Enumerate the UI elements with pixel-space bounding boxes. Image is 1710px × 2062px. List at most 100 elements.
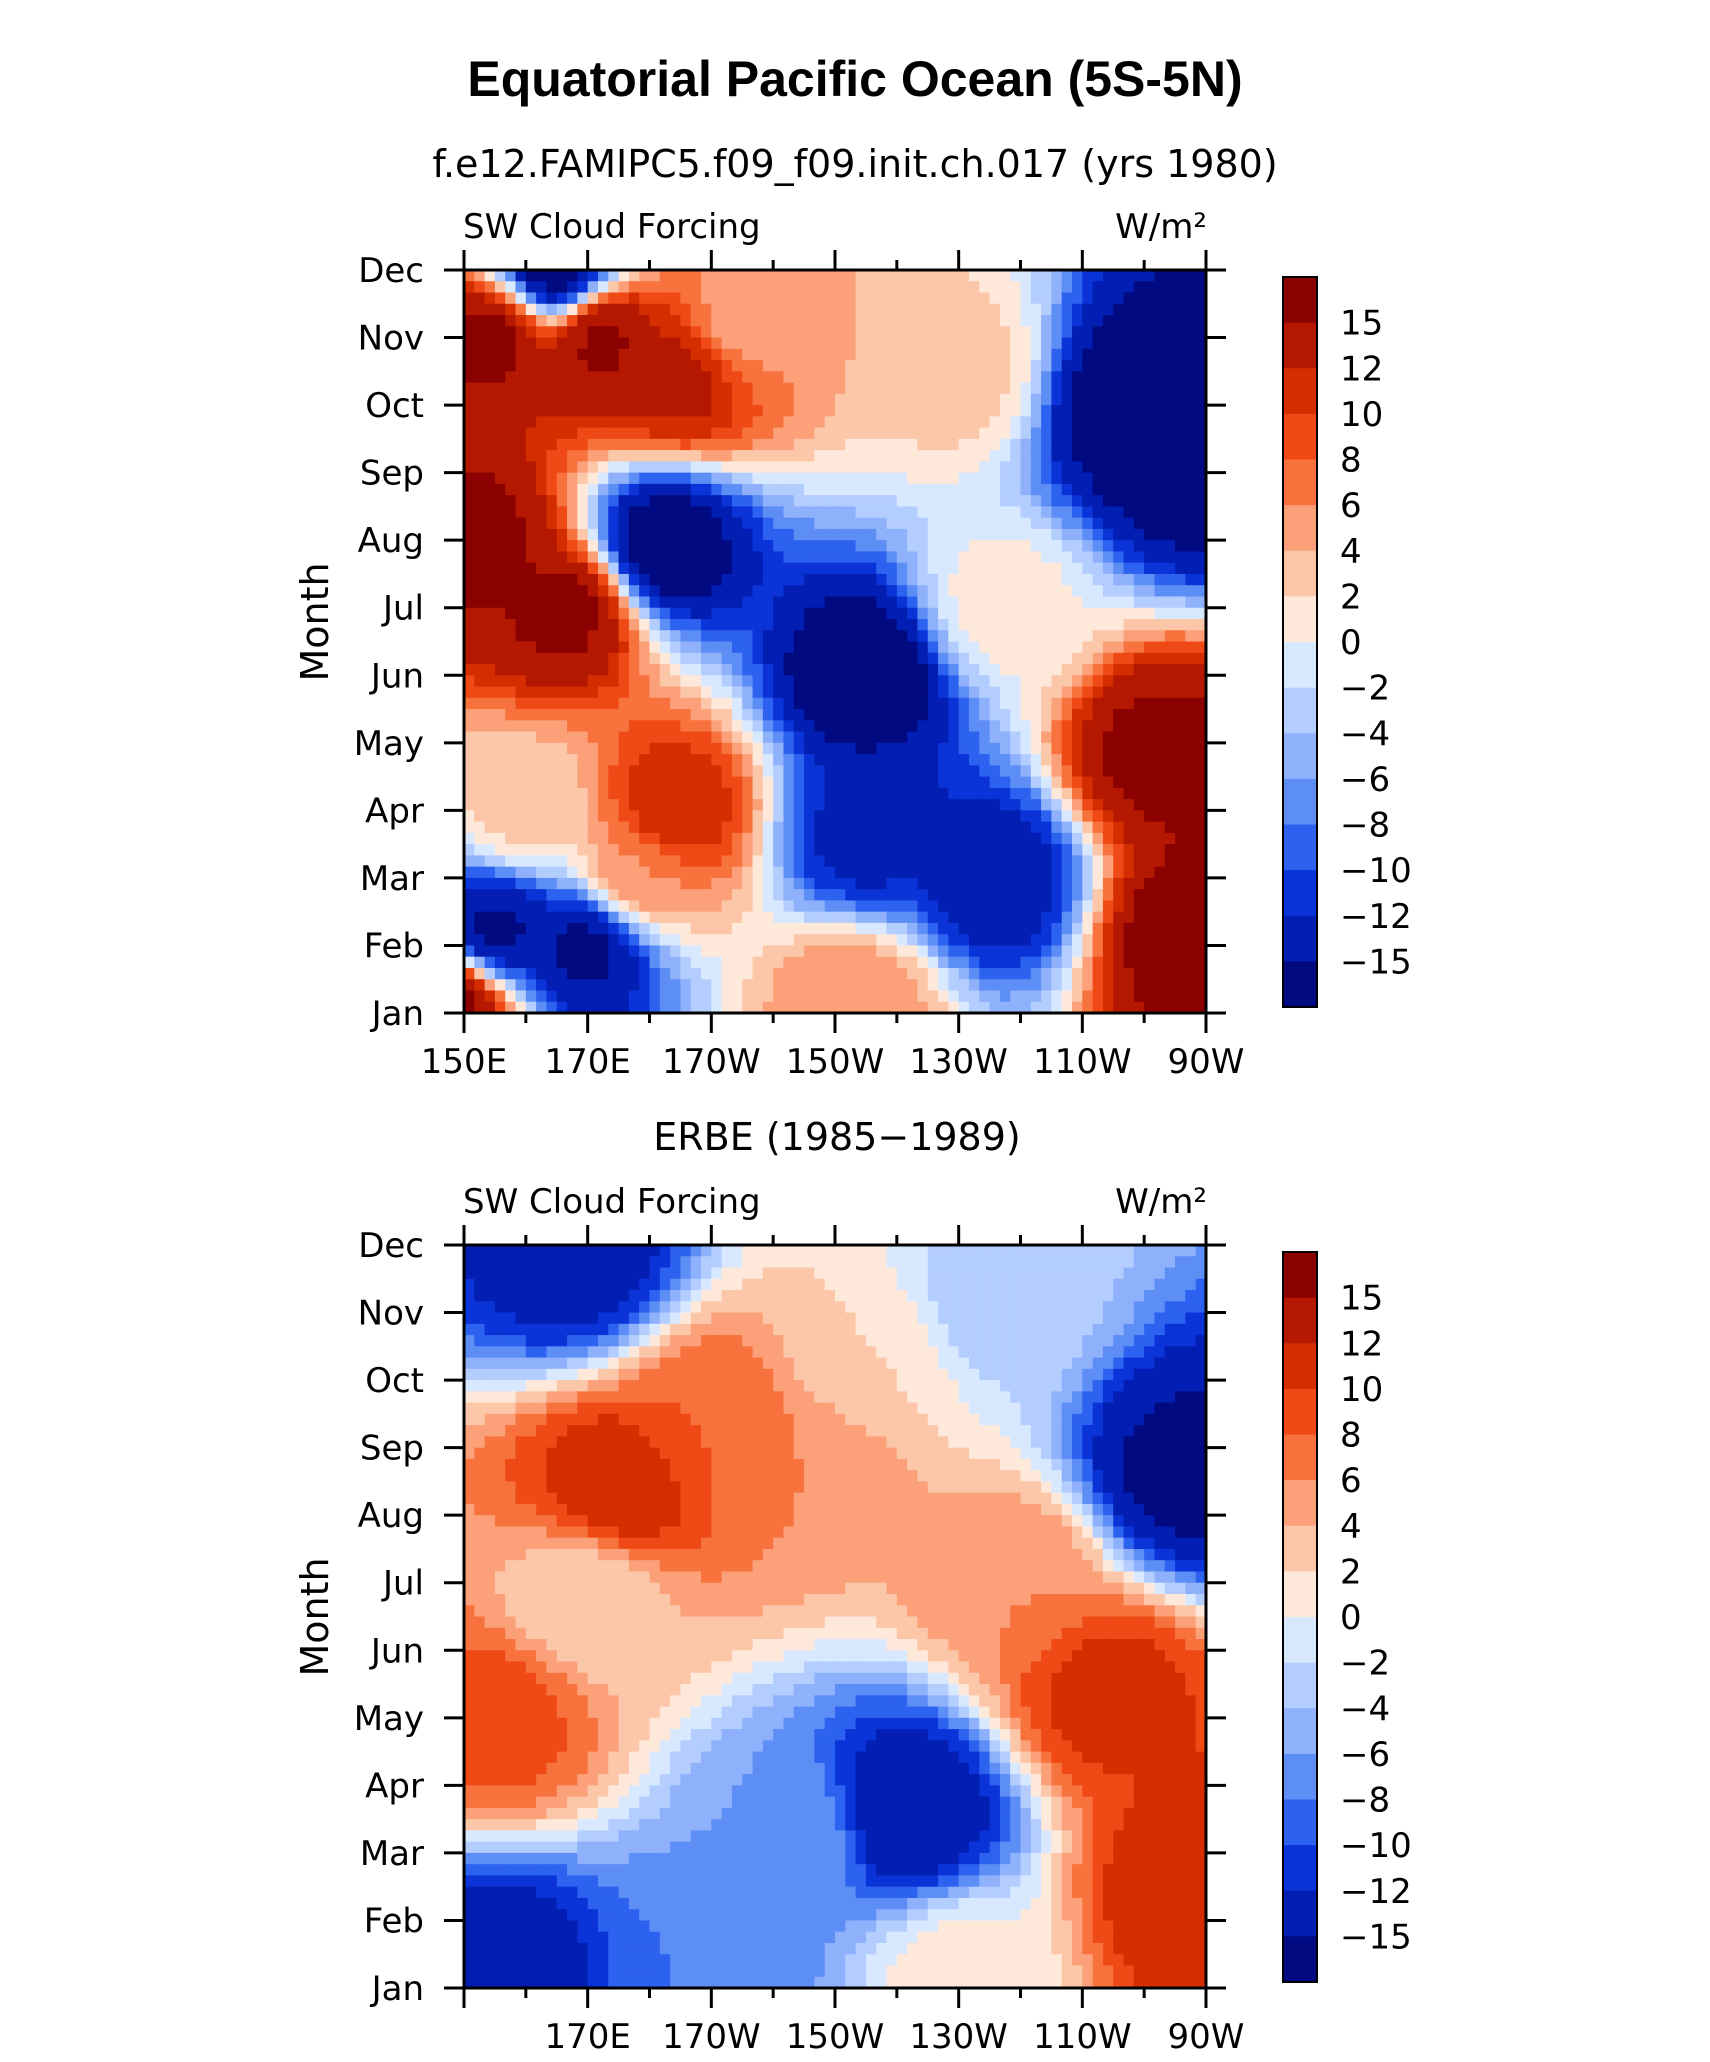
heatmap-cell bbox=[1144, 855, 1156, 868]
heatmap-cell bbox=[979, 754, 991, 766]
heatmap-cell bbox=[1175, 900, 1186, 913]
heatmap-cell bbox=[474, 1931, 486, 1944]
heatmap-cell bbox=[639, 506, 651, 519]
heatmap-cell bbox=[968, 348, 980, 361]
heatmap-cell bbox=[515, 821, 527, 834]
heatmap-cell bbox=[690, 765, 702, 778]
heatmap-cell bbox=[1144, 810, 1156, 823]
heatmap-cell bbox=[474, 1819, 486, 1831]
heatmap-cell bbox=[927, 1001, 939, 1014]
heatmap-cell bbox=[577, 360, 589, 372]
heatmap-cell bbox=[721, 585, 733, 598]
heatmap-cell bbox=[1092, 787, 1104, 800]
heatmap-cell bbox=[958, 664, 970, 676]
heatmap-cell bbox=[639, 956, 651, 969]
heatmap-cell bbox=[536, 540, 548, 553]
heatmap-cell bbox=[577, 776, 589, 789]
heatmap-cell bbox=[1020, 618, 1032, 631]
heatmap-cell bbox=[680, 382, 692, 395]
heatmap-cell bbox=[999, 799, 1011, 811]
heatmap-cell bbox=[876, 731, 888, 744]
heatmap-cell bbox=[464, 405, 475, 417]
heatmap-cell bbox=[1164, 438, 1176, 451]
heatmap-cell bbox=[1144, 427, 1156, 440]
heatmap-cell bbox=[525, 495, 537, 508]
heatmap-cell bbox=[546, 472, 558, 485]
heatmap-cell bbox=[1113, 787, 1125, 800]
heatmap-cell bbox=[814, 405, 826, 417]
heatmap-cell bbox=[1195, 742, 1207, 755]
heatmap-cell bbox=[484, 461, 496, 474]
heatmap-cell bbox=[999, 483, 1011, 496]
heatmap-cell bbox=[587, 483, 599, 496]
heatmap-cell bbox=[659, 292, 671, 305]
heatmap-cell bbox=[701, 855, 712, 868]
heatmap-cell bbox=[865, 270, 877, 282]
heatmap-cell bbox=[701, 371, 712, 384]
heatmap-cell bbox=[907, 517, 919, 530]
heatmap-cell bbox=[1175, 889, 1186, 902]
heatmap-cell bbox=[1061, 900, 1073, 913]
heatmap-cell bbox=[1041, 641, 1053, 654]
heatmap-cell bbox=[494, 945, 506, 958]
heatmap-cell bbox=[958, 990, 970, 1003]
heatmap-cell bbox=[979, 427, 991, 440]
heatmap-cell bbox=[1133, 405, 1145, 417]
heatmap-cell bbox=[670, 832, 682, 845]
heatmap-cell bbox=[536, 866, 548, 879]
heatmap-cell bbox=[464, 922, 475, 935]
heatmap-cell bbox=[464, 315, 475, 327]
heatmap-cell bbox=[907, 832, 919, 845]
heatmap-cell bbox=[968, 303, 980, 316]
heatmap-cell bbox=[1175, 832, 1186, 845]
heatmap-cell bbox=[597, 855, 609, 868]
heatmap-cell bbox=[814, 967, 826, 980]
heatmap-cell bbox=[927, 855, 939, 868]
heatmap-cell bbox=[1010, 562, 1022, 575]
heatmap-cell bbox=[762, 517, 774, 530]
heatmap-cell bbox=[958, 292, 970, 305]
heatmap-cell bbox=[958, 596, 970, 609]
heatmap-cell bbox=[1082, 709, 1094, 721]
heatmap-cell bbox=[762, 607, 774, 620]
heatmap-cell bbox=[876, 967, 888, 980]
heatmap-cell bbox=[1041, 483, 1053, 496]
heatmap-cell bbox=[567, 326, 578, 339]
heatmap-cell bbox=[474, 483, 486, 496]
heatmap-cell bbox=[701, 720, 712, 733]
heatmap-cell bbox=[1185, 393, 1197, 406]
heatmap-cell bbox=[546, 664, 558, 676]
heatmap-cell bbox=[556, 438, 568, 451]
heatmap-cell bbox=[494, 382, 506, 395]
heatmap-cell bbox=[1010, 483, 1022, 496]
heatmap-cell bbox=[649, 315, 661, 327]
heatmap-cell bbox=[752, 630, 764, 643]
heatmap-cell bbox=[1010, 495, 1022, 508]
heatmap-cell bbox=[1195, 596, 1207, 609]
heatmap-cell bbox=[1195, 855, 1207, 868]
heatmap-cell bbox=[1133, 438, 1145, 451]
heatmap-cell bbox=[876, 438, 888, 451]
heatmap-cell bbox=[762, 889, 774, 902]
heatmap-cell bbox=[1133, 832, 1145, 845]
heatmap-cell bbox=[1133, 382, 1145, 395]
heatmap-cell bbox=[608, 281, 620, 294]
heatmap-cell bbox=[649, 618, 661, 631]
heatmap-cell bbox=[896, 326, 908, 339]
heatmap-cell bbox=[1051, 844, 1063, 856]
heatmap-cell bbox=[701, 945, 712, 958]
heatmap-cell bbox=[865, 517, 877, 530]
heatmap-cell bbox=[1102, 360, 1114, 372]
heatmap-cell bbox=[608, 270, 620, 282]
heatmap-cell bbox=[1195, 540, 1207, 553]
heatmap-cell bbox=[721, 922, 733, 935]
heatmap-cell bbox=[721, 573, 733, 586]
heatmap-cell bbox=[1195, 922, 1207, 935]
heatmap-cell bbox=[515, 731, 527, 744]
heatmap-cell bbox=[711, 506, 723, 519]
heatmap-cell bbox=[886, 720, 898, 733]
heatmap-cell bbox=[1102, 618, 1114, 631]
heatmap-cell bbox=[701, 866, 712, 879]
heatmap-cell bbox=[628, 900, 640, 913]
heatmap-cell bbox=[1195, 573, 1207, 586]
